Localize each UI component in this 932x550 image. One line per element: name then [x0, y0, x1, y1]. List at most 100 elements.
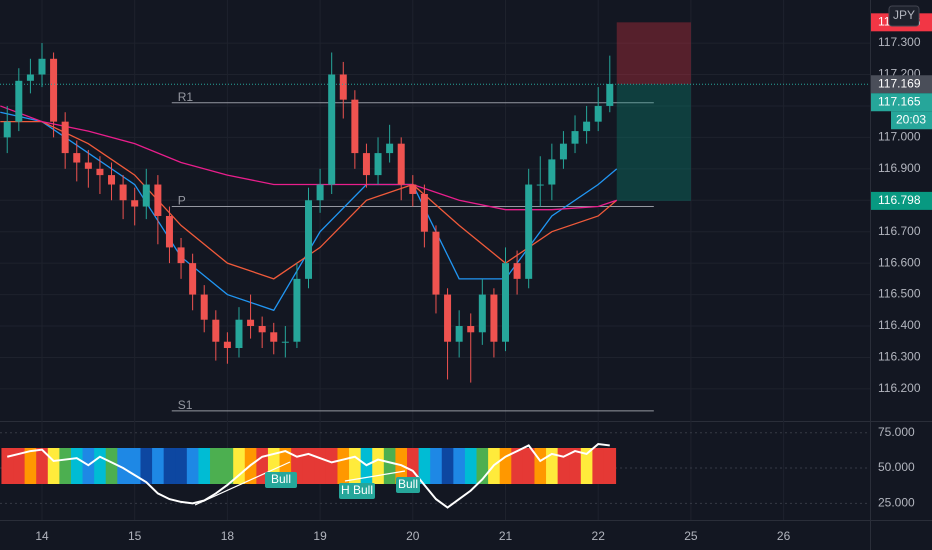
candle-body — [223, 341, 231, 349]
y-tick-label: 116.700 — [878, 224, 921, 238]
candle-body — [606, 83, 614, 106]
candle-body — [258, 326, 266, 333]
heat-cell — [325, 448, 338, 484]
candle-body — [84, 162, 92, 169]
heat-cell — [592, 448, 605, 484]
price-label-box — [871, 75, 932, 94]
annotation-box — [396, 477, 420, 493]
candle-body — [61, 121, 69, 154]
candle-body — [200, 294, 208, 320]
heat-cell — [557, 448, 570, 484]
candle-body — [131, 200, 139, 207]
heat-cell — [580, 448, 593, 484]
candle-body — [119, 184, 127, 201]
heat-cell — [464, 448, 478, 484]
heat-cell — [522, 448, 535, 484]
x-tick-label: 20 — [406, 529, 420, 543]
candle-body — [235, 319, 243, 349]
candle-body — [386, 143, 394, 154]
candle-body — [328, 74, 336, 185]
candle-body — [525, 184, 533, 279]
candle-body — [165, 215, 173, 248]
x-tick-label: 26 — [777, 529, 791, 543]
main-pane: R1 P S1 — [0, 0, 870, 520]
stop-zone — [616, 22, 691, 85]
heat-cell — [13, 448, 26, 484]
target-zone — [616, 84, 691, 201]
moving-average — [0, 121, 618, 280]
candle-body — [374, 153, 382, 176]
candle-body — [536, 184, 544, 186]
pivot-label: S1 — [178, 398, 193, 412]
countdown: 20:03 — [896, 112, 926, 126]
heat-cell — [453, 448, 466, 484]
candle-body — [316, 184, 324, 201]
heat-cell — [534, 448, 547, 484]
candle-body — [339, 74, 347, 100]
y-tick-label: 117.300 — [878, 35, 921, 49]
annotation-box — [265, 472, 297, 488]
divergence-line — [344, 470, 406, 482]
heat-cell — [152, 448, 165, 484]
heat-cell — [198, 448, 211, 484]
y-tick-label: 25.000 — [878, 496, 915, 510]
candle-body — [189, 263, 197, 295]
heat-cell — [302, 448, 315, 484]
heat-cell — [441, 448, 454, 484]
candle-body — [501, 263, 509, 342]
heat-cell — [221, 448, 234, 484]
heat-cell — [337, 448, 350, 484]
candle-body — [293, 278, 301, 342]
candle-body — [409, 184, 417, 194]
heat-cell — [47, 448, 60, 484]
moving-average — [0, 111, 618, 312]
currency-button[interactable] — [888, 5, 920, 27]
heat-cell — [163, 448, 176, 484]
pivot-label: R1 — [178, 90, 194, 104]
axes: 116.200 116.300 116.400 116.500 116.600 116.7… — [35, 13, 932, 543]
heat-cell — [418, 448, 431, 484]
heat-cell — [140, 448, 153, 484]
heat-cell — [128, 448, 141, 484]
candle-body — [513, 263, 521, 279]
candle-body — [3, 121, 11, 138]
candle-body — [467, 326, 475, 333]
candle-body — [362, 153, 370, 176]
heat-cell — [1, 448, 14, 484]
candle-body — [490, 294, 498, 342]
candle-body — [305, 200, 313, 279]
candle-body — [559, 143, 567, 160]
heat-cell — [105, 448, 118, 484]
price-label-box — [871, 191, 932, 210]
candle-body — [38, 58, 46, 75]
x-tick-label: 25 — [684, 529, 698, 543]
heat-cell — [94, 448, 107, 484]
price-label: 116.798 — [878, 193, 921, 207]
oscillator-line — [6, 442, 610, 509]
heat-cell — [430, 448, 443, 484]
heat-cell — [59, 448, 72, 484]
price-label: 117.165 — [878, 94, 921, 108]
price-label-box — [871, 93, 932, 112]
y-tick-label: 116.500 — [878, 287, 921, 301]
candle-body — [270, 332, 278, 342]
price-label: 117.169 — [878, 76, 921, 90]
candle-body — [548, 159, 556, 185]
oscillator-pane — [0, 432, 870, 509]
annotation: H Bull — [341, 483, 373, 497]
currency-label[interactable]: JPY — [893, 8, 915, 22]
y-tick-label: 116.200 — [878, 381, 921, 395]
x-tick-label: 19 — [313, 529, 327, 543]
candle-body — [50, 58, 58, 122]
y-tick-label: 75.000 — [878, 425, 915, 439]
heat-cell — [175, 448, 188, 484]
candle-body — [420, 193, 428, 232]
candle-body — [444, 294, 452, 342]
heat-cell — [314, 448, 327, 484]
candle-body — [15, 80, 23, 122]
heat-cell — [499, 448, 512, 484]
candle-body — [455, 326, 463, 342]
heat-cell — [36, 448, 49, 484]
candle-body — [26, 74, 34, 81]
